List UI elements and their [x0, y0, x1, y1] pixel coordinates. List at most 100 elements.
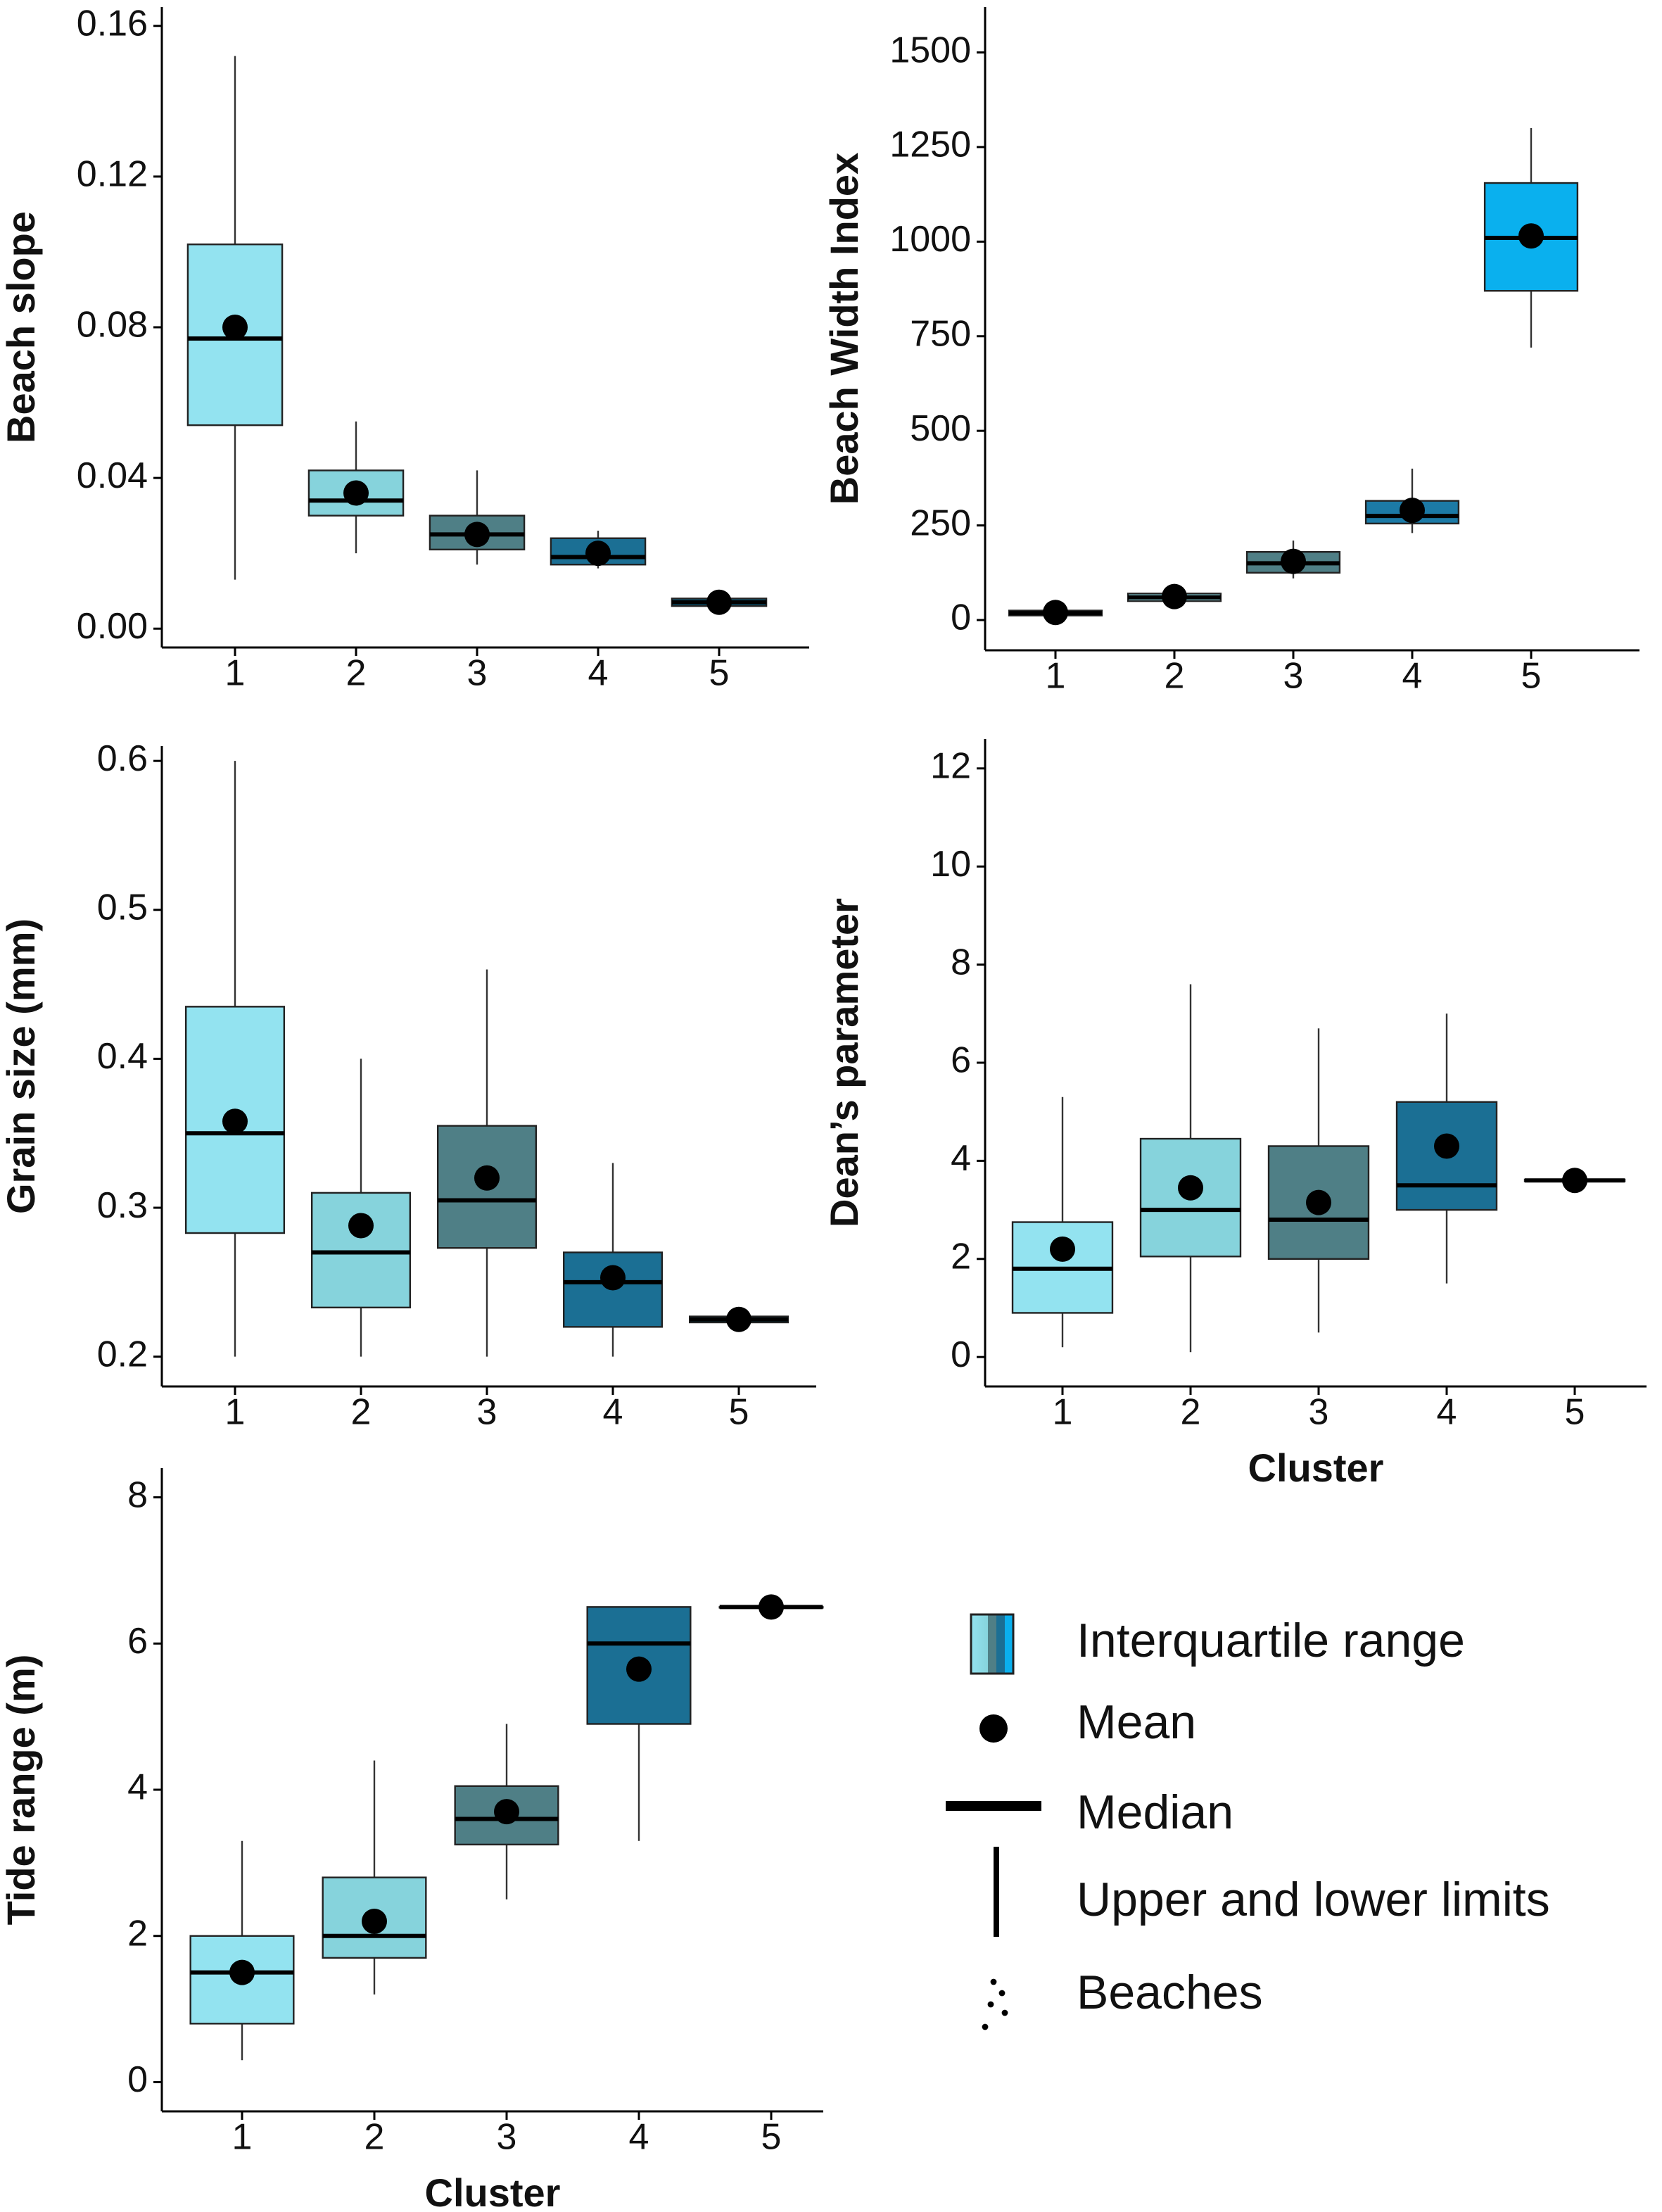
x-tick-label: 4: [603, 1392, 623, 1433]
x-tick-label: 4: [1437, 1392, 1457, 1433]
x-tick-label: 3: [1283, 656, 1304, 697]
mean: [229, 1959, 255, 1985]
x-tick-label: 1: [1046, 656, 1066, 697]
y-tick-label: 2: [127, 1913, 148, 1954]
y-tick-label: 10: [930, 844, 971, 885]
y-axis-title: Beach slope: [0, 211, 43, 443]
x-tick-label: 5: [729, 1392, 749, 1433]
mean: [348, 1213, 374, 1239]
x-tick-label: 1: [232, 2117, 253, 2158]
x-tick-label: 5: [761, 2117, 782, 2158]
y-tick-label: 750: [910, 313, 971, 354]
x-tick-label: 3: [497, 2117, 517, 2158]
chart: 0.00 0.04 0.08 0.12 0.16 Beach slope 1 2 3 4 5: [0, 3, 809, 694]
y-axis-title: Beach Width Index: [822, 153, 866, 505]
mean: [626, 1656, 652, 1682]
legend: Interquartile range Mean Median Upper an…: [946, 1613, 1550, 2030]
y-tick-label: 1250: [889, 125, 971, 165]
mean: [1518, 223, 1544, 249]
legend-beaches-icon: [982, 1978, 1008, 2030]
legend-mean-icon: [979, 1714, 1008, 1743]
x-axis-title: Cluster: [1248, 1446, 1384, 1490]
x-tick-label: 5: [1521, 656, 1542, 697]
x-tick-label: 2: [364, 2117, 385, 2158]
y-axis-title: Grain size (mm): [0, 918, 43, 1214]
y-tick-label: 500: [910, 408, 971, 449]
y-tick-label: 0.00: [77, 606, 148, 647]
mean: [222, 315, 248, 340]
legend-label: Beaches: [1077, 1966, 1263, 2019]
mean: [1043, 600, 1068, 626]
x-tick-label: 2: [351, 1392, 372, 1433]
x-axis-title: Cluster: [425, 2170, 561, 2212]
x-tick-label: 1: [1053, 1392, 1073, 1433]
y-tick-label: 1500: [889, 30, 971, 70]
y-tick-label: 1000: [889, 219, 971, 260]
y-tick-label: 0.08: [77, 305, 148, 346]
x-tick-label: 2: [1181, 1392, 1201, 1433]
mean: [726, 1306, 751, 1332]
legend-iqr-icon: [970, 1613, 1015, 1675]
x-tick-label: 4: [588, 653, 609, 694]
y-tick-label: 0: [951, 598, 971, 638]
mean: [222, 1108, 248, 1135]
y-tick-label: 6: [951, 1040, 971, 1081]
x-tick-label: 4: [1402, 656, 1423, 697]
y-tick-label: 0.12: [77, 154, 148, 195]
mean: [1306, 1189, 1331, 1215]
mean: [1562, 1168, 1587, 1194]
mean: [1178, 1175, 1203, 1201]
y-tick-label: 0.16: [77, 3, 148, 44]
mean: [1050, 1236, 1075, 1262]
x-tick-label: 2: [1165, 656, 1185, 697]
mean: [494, 1799, 519, 1825]
chart: 0.2 0.3 0.4 0.5 0.6 Grain size (mm) 1 2 3 4 5: [0, 738, 816, 1433]
y-tick-label: 0.04: [77, 455, 148, 496]
mean: [464, 522, 490, 548]
x-tick-label: 3: [477, 1392, 497, 1433]
y-tick-label: 250: [910, 503, 971, 543]
x-tick-label: 3: [467, 653, 488, 694]
mean: [1400, 498, 1425, 524]
mean: [706, 589, 732, 615]
y-tick-label: 0: [951, 1334, 971, 1375]
mean: [585, 541, 611, 567]
mean: [1434, 1133, 1459, 1159]
y-tick-label: 0.2: [97, 1334, 148, 1374]
y-tick-label: 0.6: [97, 738, 148, 779]
y-tick-label: 6: [127, 1621, 148, 1662]
x-tick-label: 5: [1565, 1392, 1585, 1433]
legend-label: Upper and lower limits: [1077, 1873, 1550, 1926]
y-tick-label: 0.5: [97, 887, 148, 928]
y-axis-title: Dean’s parameter: [822, 898, 866, 1227]
iqr-box: [310, 1192, 412, 1309]
x-tick-label: 2: [346, 653, 367, 694]
y-tick-label: 8: [951, 942, 971, 982]
y-tick-label: 12: [930, 746, 971, 787]
mean: [600, 1265, 626, 1291]
y-tick-label: 4: [127, 1767, 148, 1808]
y-axis-title: Tide range (m): [0, 1655, 43, 1926]
legend-label: Interquartile range: [1077, 1614, 1465, 1667]
y-tick-label: 0.3: [97, 1185, 148, 1226]
mean: [343, 480, 369, 506]
mean: [1162, 583, 1187, 609]
x-tick-label: 5: [709, 653, 730, 694]
x-tick-label: 4: [629, 2117, 649, 2158]
x-tick-label: 1: [225, 653, 246, 694]
mean: [1281, 548, 1306, 574]
y-tick-label: 0: [127, 2059, 148, 2100]
y-tick-label: 4: [951, 1138, 971, 1179]
chart: 0 250 500 750 1000 1250 1500 Beach Width Index 1…: [822, 7, 1639, 697]
chart: 0 2 4 6 8 Tide range (m) Cluster 1 2 3 4 5: [0, 1468, 824, 2212]
mean: [759, 1594, 784, 1620]
x-tick-label: 3: [1309, 1392, 1329, 1433]
legend-label: Mean: [1077, 1695, 1196, 1749]
x-tick-label: 1: [225, 1392, 246, 1433]
legend-label: Median: [1077, 1786, 1233, 1839]
mean: [474, 1165, 500, 1191]
y-tick-label: 8: [127, 1474, 148, 1515]
y-tick-label: 0.4: [97, 1036, 148, 1077]
mean: [362, 1908, 387, 1934]
